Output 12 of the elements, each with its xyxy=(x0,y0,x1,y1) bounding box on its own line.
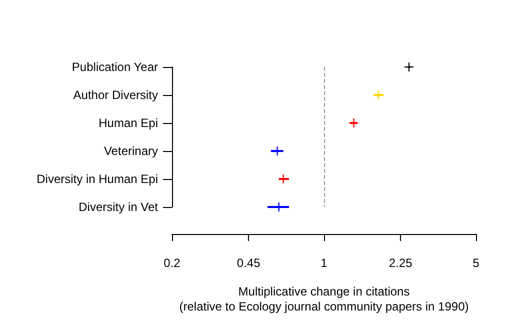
y-tick-label: Diversity in Vet xyxy=(78,200,159,214)
y-tick-label: Diversity in Human Epi xyxy=(36,172,158,186)
y-tick-label: Human Epi xyxy=(98,116,158,130)
y-tick-label: Veterinary xyxy=(104,144,158,158)
y-tick-label: Publication Year xyxy=(72,60,158,74)
x-tick-label: 5 xyxy=(472,256,480,270)
x-tick-label: 2.25 xyxy=(388,256,413,270)
x-axis-title: Multiplicative change in citations (relative to Ecology journal community papers in 1990) xyxy=(179,284,469,314)
x-tick-label: 0.2 xyxy=(164,256,181,270)
x-tick-label: 1 xyxy=(320,256,328,270)
y-tick-label: Author Diversity xyxy=(73,88,158,102)
x-tick-label: 0.45 xyxy=(236,256,261,270)
